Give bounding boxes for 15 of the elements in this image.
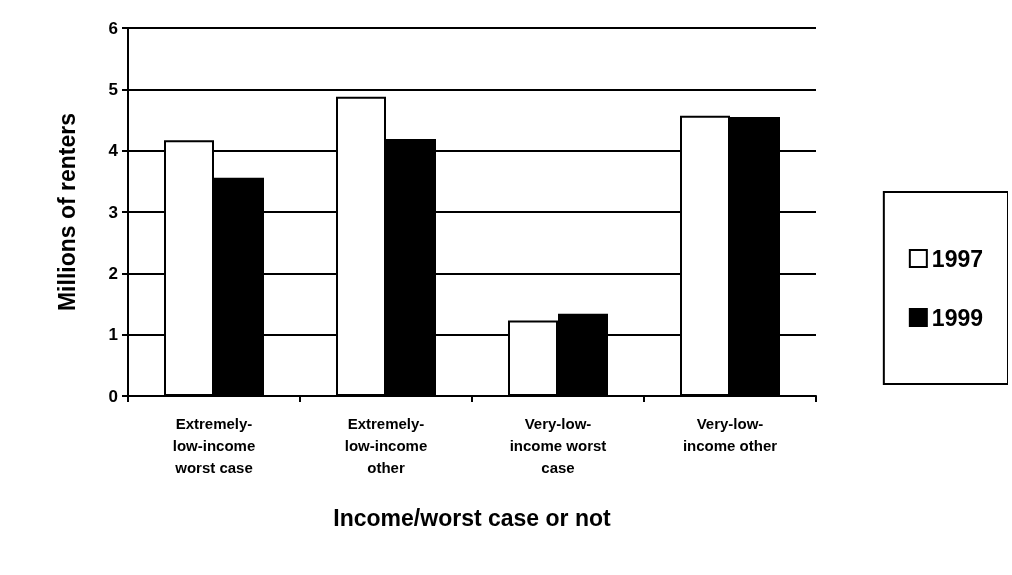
x-tick-label: Very-low-income worst case bbox=[509, 414, 607, 476]
y-axis-title: Millions of renters bbox=[53, 112, 80, 312]
x-axis-title: Income/worst case or not bbox=[333, 504, 612, 531]
y-tick-label: 0 bbox=[108, 386, 118, 406]
x-tick-label: Very-low-income other bbox=[682, 414, 778, 454]
y-tick-label: 2 bbox=[108, 263, 118, 283]
legend-label: 1999 bbox=[931, 304, 984, 331]
x-tick-label: Extremely-low-income worst case bbox=[172, 414, 256, 476]
y-tick-label: 6 bbox=[108, 18, 118, 38]
y-tick-label: 5 bbox=[108, 79, 118, 99]
y-tick-label: 4 bbox=[108, 141, 119, 161]
y-tick-label: 1 bbox=[108, 325, 118, 345]
y-tick-label: 3 bbox=[108, 202, 118, 222]
legend-label: 1997 bbox=[931, 245, 984, 272]
x-tick-label: Extremely-low-income other bbox=[344, 414, 428, 476]
